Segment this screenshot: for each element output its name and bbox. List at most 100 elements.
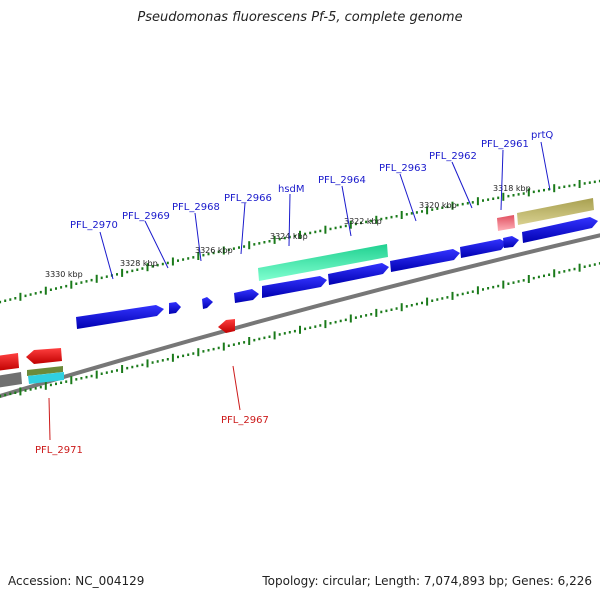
gene-pfl-2962[interactable] [460, 239, 507, 258]
ruler-tick [288, 235, 291, 239]
map-title: Pseudomonas fluorescens Pf-5, complete g… [137, 10, 463, 25]
ruler-tick [553, 184, 556, 193]
gene-pfl-2961[interactable] [503, 236, 519, 248]
ruler-tick [415, 211, 418, 214]
gene-pfl-2968[interactable] [202, 297, 213, 309]
ruler-tick [375, 308, 378, 317]
ruler-tick [243, 341, 246, 344]
ruler-tick [212, 347, 215, 351]
feature-hsdm-rna[interactable] [258, 244, 388, 281]
feature-prtq-rna[interactable] [517, 198, 594, 225]
ruler-tick [553, 269, 556, 278]
ruler-tick [90, 374, 93, 378]
ruler-tick [187, 353, 190, 356]
ruler-tick [278, 237, 281, 241]
ruler-tick [441, 297, 444, 300]
ruler-tick [187, 257, 190, 260]
ruler-tick [334, 226, 337, 230]
ruler-tick [156, 263, 159, 267]
ruler-tick [217, 346, 220, 350]
ruler-tick [380, 217, 383, 221]
ruler-tick [75, 282, 78, 285]
ruler-tick [578, 263, 581, 272]
gene-hsdm-fwd[interactable] [262, 276, 327, 298]
gene-pfl-2964[interactable] [328, 263, 389, 285]
ruler-tick [461, 292, 464, 296]
ruler-tick [197, 348, 200, 357]
ruler-tick [375, 215, 378, 224]
ruler-tick [583, 182, 586, 185]
ruler-tick [44, 381, 47, 390]
ruler-tick [461, 202, 464, 206]
ruler-tick [360, 315, 362, 318]
ruler-tick [232, 247, 235, 250]
ruler-tick [192, 256, 195, 259]
ruler-tick [431, 299, 434, 302]
ruler-tick [85, 280, 88, 283]
ruler-tick [283, 236, 286, 240]
ruler-tick [451, 291, 454, 300]
ruler-tick [370, 313, 373, 316]
ruler-tick [583, 265, 586, 268]
gene-prtq-fwd[interactable] [522, 217, 598, 243]
ruler-tick [60, 286, 63, 289]
ruler-tick [598, 179, 600, 183]
ruler-tick [258, 337, 261, 341]
gene-pfl-2971-b[interactable] [0, 353, 19, 371]
ruler-tick [253, 338, 256, 342]
ruler-tick [365, 314, 368, 317]
ruler-label-3330: 3330 kbp [45, 270, 83, 279]
ruler-tick [507, 282, 510, 285]
ruler-tick [314, 325, 317, 328]
ruler-tick [370, 219, 373, 223]
ruler-tick [4, 299, 7, 302]
label-pfl-2968: PFL_2968 [172, 202, 220, 213]
ruler-tick [217, 250, 220, 254]
ruler-tick [548, 188, 551, 191]
ruler-tick [121, 268, 124, 277]
gene-pfl-2969[interactable] [169, 302, 181, 314]
ruler-tick [80, 377, 83, 380]
ruler-tick [263, 241, 266, 244]
ruler-tick [182, 258, 185, 261]
feature-pfl-2961-rna[interactable] [497, 215, 515, 231]
ruler-tick [456, 293, 459, 297]
ruler-label-3320: 3320 kbp [419, 201, 457, 210]
ruler-tick [207, 349, 210, 352]
ruler-tick [426, 206, 429, 215]
ruler-tick [105, 275, 108, 278]
ruler-tick [151, 265, 154, 268]
feature-left-cyan [28, 372, 64, 384]
gene-pfl-2967[interactable] [218, 319, 235, 333]
ruler-tick [492, 197, 495, 200]
ruler-tick [227, 344, 230, 347]
ruler-tick [238, 342, 240, 345]
label-pfl-2967: PFL_2967 [221, 415, 269, 426]
ruler-tick [299, 325, 301, 334]
ruler-tick [232, 343, 235, 346]
other-features [258, 198, 594, 281]
label-hsdm: hsdM [278, 184, 305, 195]
ruler-tick [482, 288, 484, 291]
gene-labels: PFL_2970 PFL_2969 PFL_2968 PFL_2966 hsdM… [35, 130, 553, 456]
gene-pfl-2971-a[interactable] [26, 348, 62, 364]
ruler-tick [354, 316, 357, 319]
ruler-tick [65, 284, 68, 288]
ruler-tick [116, 369, 118, 372]
feature-left-olive [27, 366, 63, 376]
ruler-tick [537, 275, 540, 279]
ruler-tick [548, 273, 551, 276]
gene-pfl-2970[interactable] [76, 305, 164, 329]
ruler-tick [405, 305, 408, 308]
ruler-label-3318: 3318 kbp [493, 184, 531, 193]
ruler-tick [4, 393, 7, 397]
ruler-tick [182, 354, 185, 358]
ruler-tick [166, 261, 169, 265]
ruler-tick [207, 252, 210, 256]
ruler-tick [70, 376, 73, 385]
gene-pfl-2966[interactable] [234, 289, 259, 303]
ruler-tick [136, 268, 139, 271]
ruler-tick [482, 199, 484, 202]
ruler-tick [80, 281, 83, 284]
gene-pfl-2963[interactable] [390, 249, 460, 272]
